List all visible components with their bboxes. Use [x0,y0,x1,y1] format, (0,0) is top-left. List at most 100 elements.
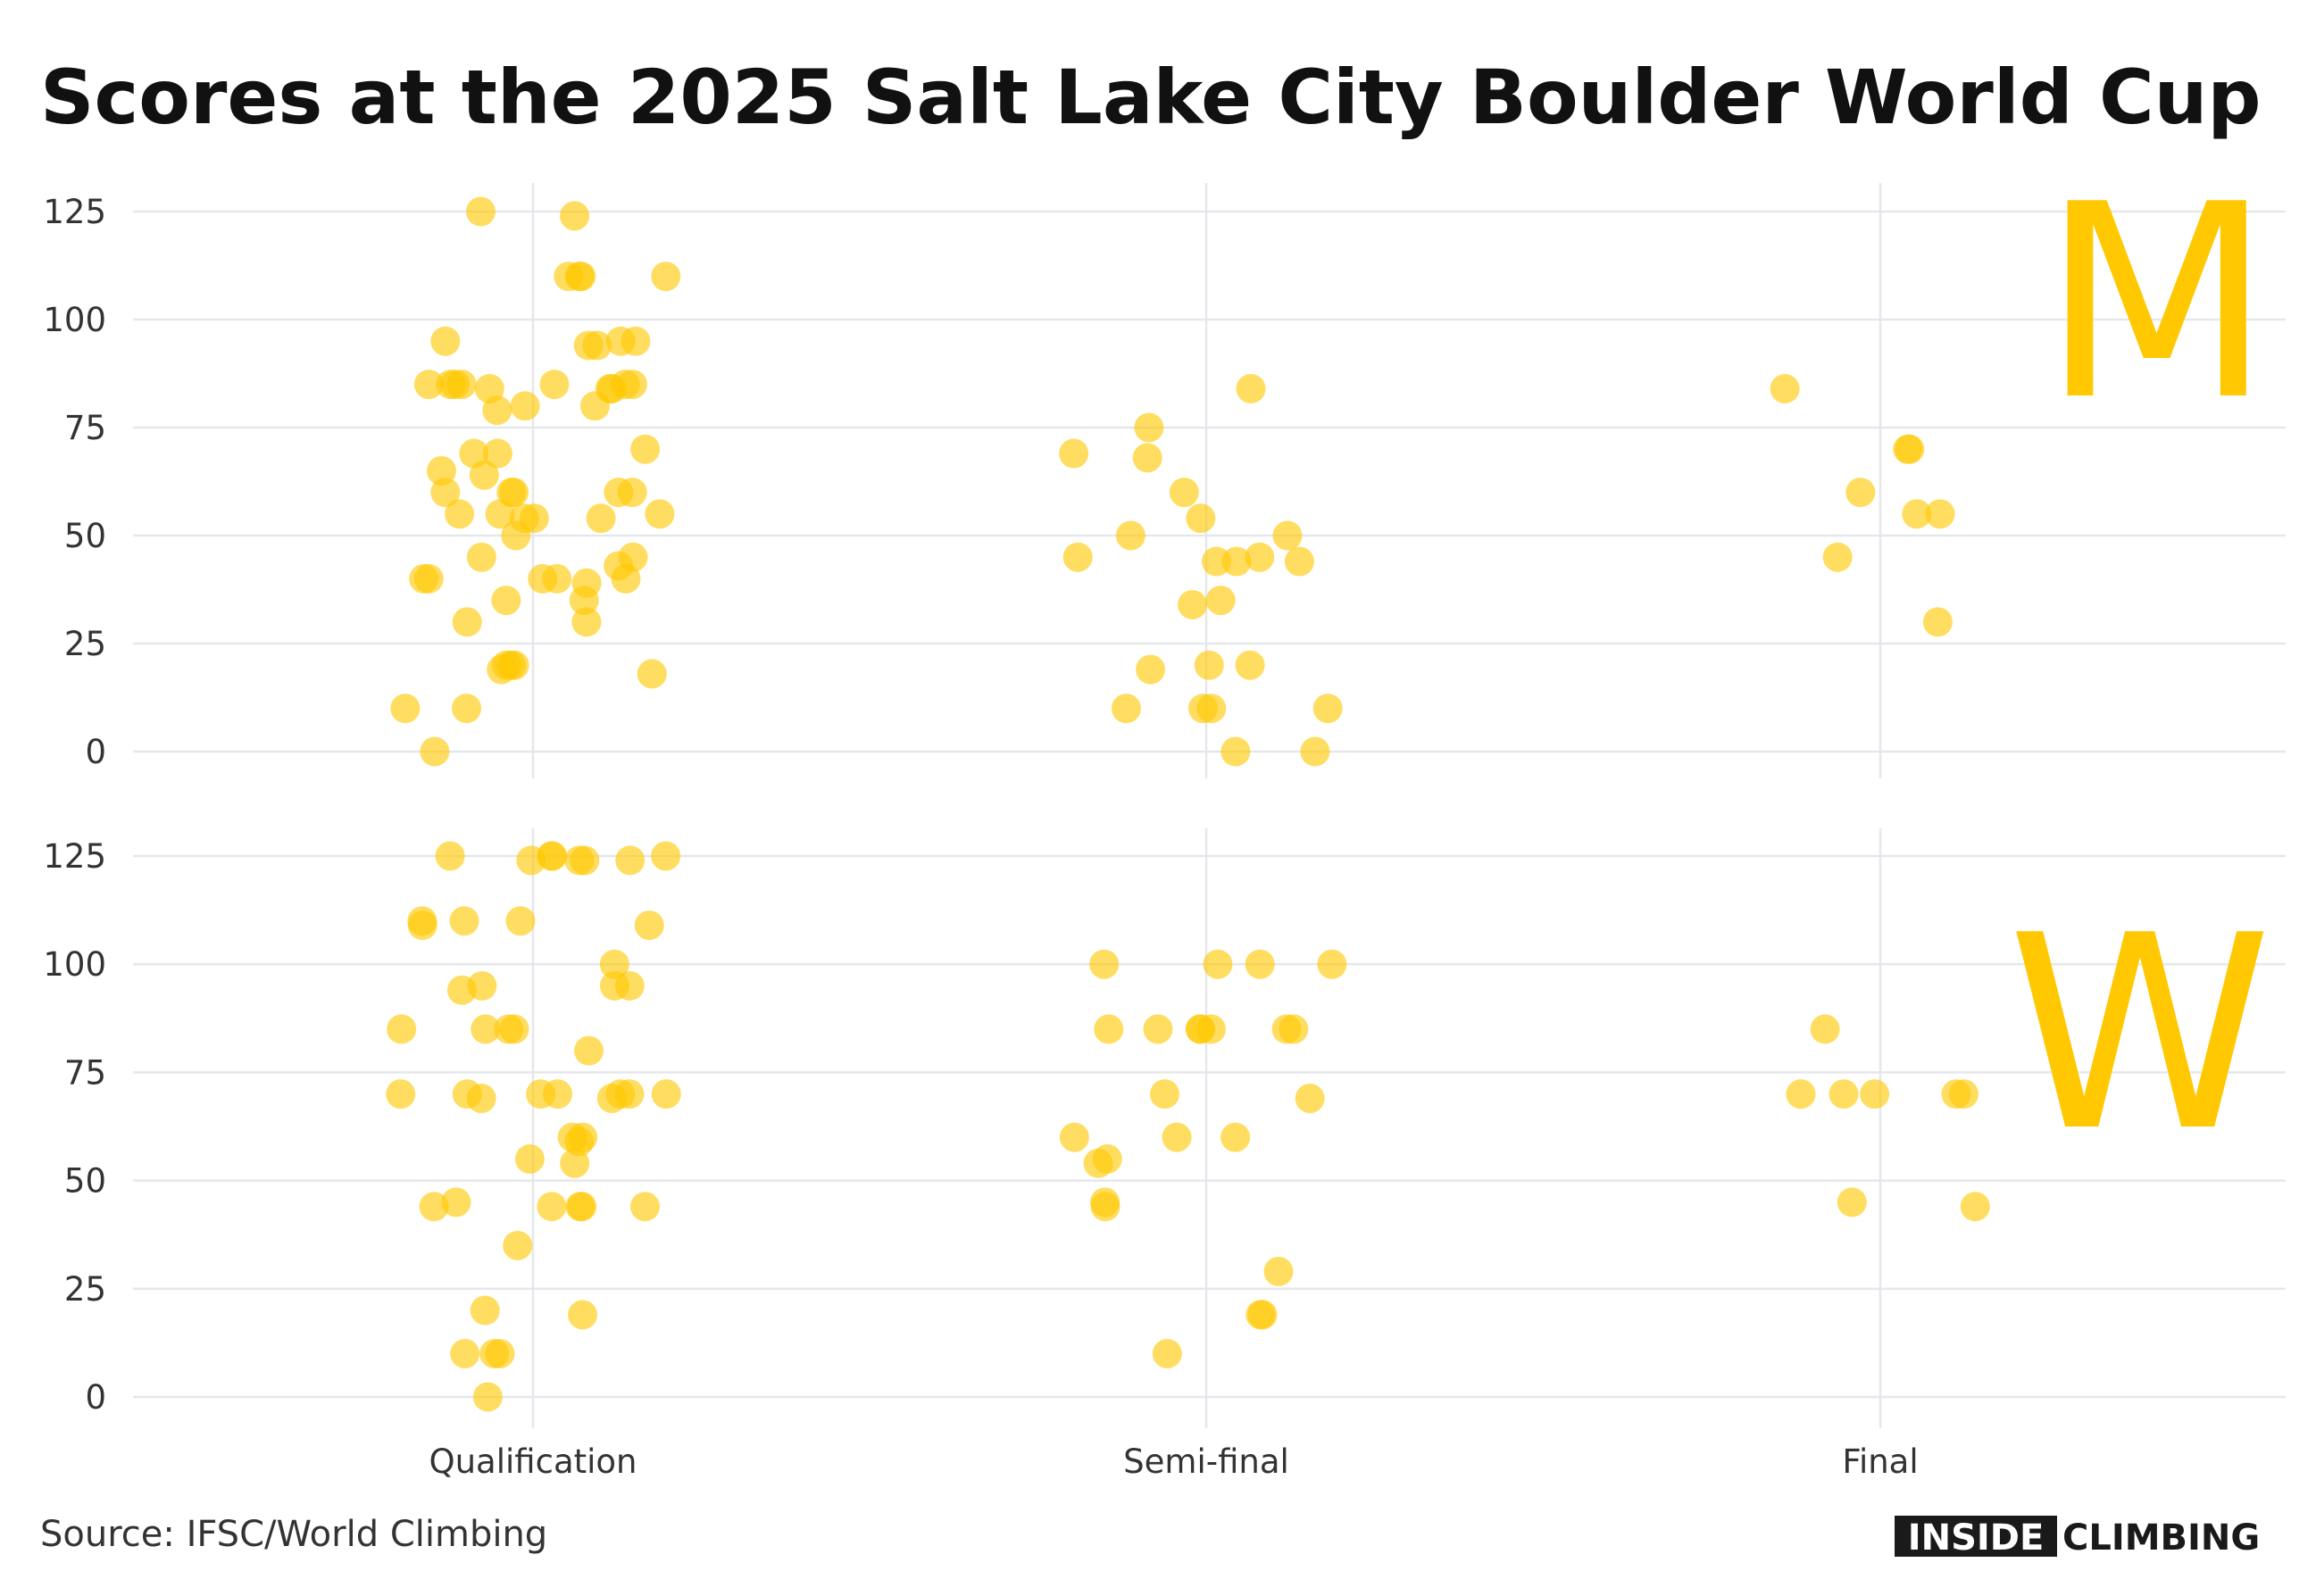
point [1186,503,1216,534]
point [1236,373,1266,403]
y-tick-label: 0 [85,1378,106,1417]
point [1149,1079,1179,1110]
point [560,201,590,231]
logo-left: INSIDE [1908,1517,2045,1559]
point [409,563,439,594]
point [574,1035,604,1066]
point [645,499,675,529]
point [1094,1014,1124,1044]
point [419,1192,449,1222]
point [1312,694,1343,724]
point [604,478,634,508]
point [472,1382,503,1412]
panel-label: M [2041,147,2272,459]
point [499,1014,529,1044]
point [564,262,595,292]
point [582,330,612,361]
point [1062,542,1093,572]
point [526,1079,556,1110]
point [542,563,572,594]
point [1925,499,1955,529]
point [407,910,437,941]
point [1245,542,1275,572]
point [579,391,610,421]
point [386,1079,416,1110]
point [537,841,568,871]
point [1196,694,1227,724]
y-tick-label: 25 [64,625,106,663]
y-tick-label: 125 [43,837,106,876]
point [501,520,531,551]
point [450,1339,480,1369]
point [503,1230,533,1260]
point [482,438,512,469]
point [1284,546,1314,577]
point [1895,434,1925,464]
point [466,542,496,572]
point [1845,478,1876,508]
point [1786,1079,1816,1110]
point [1220,1122,1251,1152]
point [1317,949,1347,979]
point [1245,949,1275,979]
point [537,1192,567,1222]
point [1115,520,1146,551]
point [390,694,421,724]
point [505,906,536,936]
point [499,478,529,508]
point [1162,1122,1192,1152]
point [449,906,479,936]
point [1132,443,1162,473]
point [1136,654,1166,685]
point [599,970,629,1001]
x-tick-label: Semi-final [1123,1442,1289,1481]
chart-title: Scores at the 2025 Salt Lake City Boulde… [40,54,2262,141]
y-tick-label: 100 [43,301,106,339]
y-tick-label: 50 [64,1162,106,1201]
point [1263,1256,1294,1286]
point [1220,736,1251,767]
point [1300,736,1330,767]
point [499,650,529,680]
point [1205,586,1236,616]
source: Source: IFSC/World Climbing [40,1514,547,1555]
point [446,975,477,1005]
point [1837,1187,1867,1218]
point [426,455,456,486]
point [1194,650,1224,680]
logo-right: CLIMBING [2062,1517,2260,1559]
point [586,503,616,534]
point [465,196,496,227]
point [430,326,461,356]
y-tick-label: 75 [64,1053,106,1092]
point [420,736,450,767]
point [1922,607,1953,637]
point [1134,412,1164,443]
point [470,1295,500,1326]
point [1089,949,1120,979]
point [1111,694,1141,724]
point [651,841,681,871]
point [482,395,512,426]
point [469,460,499,490]
point [1960,1192,1990,1222]
point [565,1192,596,1222]
y-tick-label: 0 [85,733,106,771]
point [651,262,681,292]
point [615,845,646,876]
point [651,1079,681,1110]
point [1059,1122,1089,1152]
point [570,845,600,876]
point [611,563,641,594]
point [539,370,570,400]
point [630,434,661,464]
point [1860,1079,1890,1110]
point [1143,1014,1173,1044]
point [452,1079,482,1110]
y-tick-label: 75 [64,409,106,447]
y-tick-label: 50 [64,517,106,555]
panel-label: W [2007,878,2272,1190]
point [485,1339,515,1369]
